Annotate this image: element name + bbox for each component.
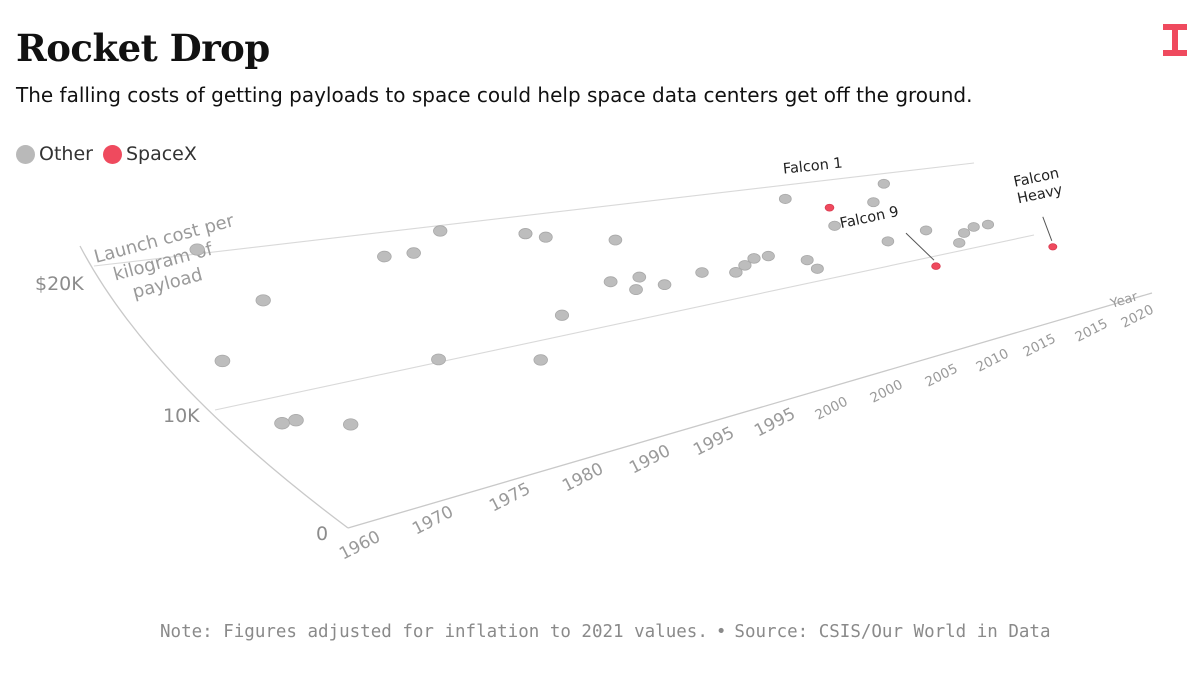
annotation-line: Falcon 9 — [838, 204, 900, 232]
chart-title: Rocket Drop — [16, 26, 270, 70]
y-axis-title: Launch cost perkilogram ofpayload — [92, 210, 248, 310]
other-point[interactable] — [657, 279, 672, 291]
footer-note: Note: Figures adjusted for inflation to … — [160, 622, 1051, 642]
legend-spacex-dot-icon — [102, 144, 122, 164]
other-point[interactable] — [288, 414, 304, 427]
scatter-chart: $20K 10K 0 Launch cost perkilogram ofpayloa… — [35, 155, 1156, 564]
x-tick-label: 2015 — [1073, 316, 1111, 346]
x-tick-label: 1960 — [336, 527, 384, 564]
other-point[interactable] — [632, 271, 647, 283]
other-point[interactable] — [603, 276, 618, 288]
other-point[interactable] — [343, 418, 359, 431]
other-point[interactable] — [189, 243, 205, 256]
other-point[interactable] — [431, 353, 446, 366]
annotation-leader-line — [905, 232, 935, 261]
x-tick-label: 1975 — [486, 479, 534, 516]
point-annotation-label: Falcon 9 — [838, 204, 900, 232]
other-point[interactable] — [967, 222, 980, 232]
other-point[interactable] — [255, 294, 271, 307]
other-point[interactable] — [433, 225, 448, 237]
source-text: Source: CSIS/Our World in Data — [734, 622, 1051, 642]
other-point[interactable] — [274, 417, 290, 430]
legend-label: Other — [39, 143, 93, 165]
spacex-point[interactable] — [931, 262, 941, 270]
x-tick-label: 2005 — [923, 361, 961, 391]
x-tick-label: 1990 — [626, 441, 674, 478]
annotation-line: Falcon 1 — [782, 155, 843, 177]
point-annotation-label: Falcon 1 — [782, 155, 843, 177]
other-point[interactable] — [810, 263, 824, 274]
other-point[interactable] — [554, 309, 570, 321]
gridline-20k — [93, 162, 975, 267]
x-tick-label: 2015 — [1021, 331, 1059, 361]
y-tick-label: 0 — [316, 523, 328, 545]
other-point[interactable] — [214, 354, 231, 368]
legend-other-dot-icon — [16, 144, 35, 164]
legend-item-spacex: SpaceX — [102, 143, 197, 165]
other-point[interactable] — [695, 267, 709, 278]
spacex-point[interactable] — [824, 203, 835, 212]
other-point[interactable] — [778, 193, 792, 204]
other-point[interactable] — [608, 234, 623, 246]
other-point[interactable] — [881, 236, 895, 247]
other-point[interactable] — [518, 228, 533, 240]
y-tick-label: 10K — [163, 405, 200, 427]
x-tick-label: 2000 — [868, 377, 906, 407]
x-tick-label: 2000 — [813, 394, 851, 424]
other-point[interactable] — [877, 178, 890, 189]
legend: Other SpaceX — [16, 143, 207, 165]
other-point[interactable] — [533, 354, 548, 366]
y-axis-line — [79, 245, 349, 529]
other-point[interactable] — [738, 260, 752, 271]
other-point[interactable] — [747, 253, 761, 264]
other-point[interactable] — [800, 254, 814, 266]
note-text: Note: Figures adjusted for inflation to … — [160, 622, 708, 642]
x-tick-label: 2010 — [974, 346, 1012, 376]
other-point[interactable] — [957, 228, 971, 238]
other-point[interactable] — [981, 219, 995, 230]
other-point[interactable] — [761, 250, 775, 262]
other-point[interactable] — [953, 237, 966, 248]
other-point[interactable] — [406, 247, 421, 259]
other-point[interactable] — [828, 220, 841, 231]
t-letter-logo-icon[interactable] — [1163, 24, 1187, 56]
other-point[interactable] — [867, 197, 880, 208]
separator: • — [715, 622, 727, 642]
other-point[interactable] — [629, 284, 643, 296]
other-point[interactable] — [377, 250, 392, 263]
legend-label: SpaceX — [125, 143, 197, 165]
x-tick-label: 1995 — [751, 404, 799, 441]
gridline-10k — [214, 234, 1035, 411]
point-annotation-label: FalconHeavy — [1012, 165, 1064, 207]
other-point[interactable] — [729, 267, 743, 278]
other-point[interactable] — [919, 225, 933, 236]
x-tick-label: 1995 — [690, 423, 738, 460]
chart-subtitle: The falling costs of getting payloads to… — [16, 83, 973, 107]
legend-item-other: Other — [16, 143, 93, 165]
annotation-leader-line — [1042, 216, 1053, 241]
other-point[interactable] — [538, 231, 553, 243]
x-axis-line — [347, 292, 1153, 529]
spacex-point[interactable] — [1048, 243, 1058, 251]
y-tick-label: $20K — [35, 273, 84, 295]
